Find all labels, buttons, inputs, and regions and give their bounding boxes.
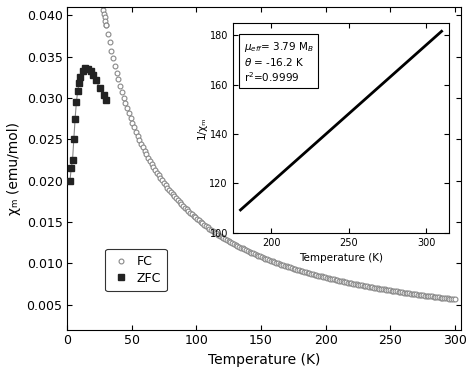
ZFC	[76, 81, 82, 85]
Y-axis label: χₘ (emu/mol): χₘ (emu/mol)	[7, 122, 21, 215]
ZFC	[68, 166, 74, 171]
ZFC	[91, 73, 96, 77]
Legend: FC, ZFC: FC, ZFC	[105, 249, 167, 291]
ZFC	[97, 86, 102, 90]
ZFC	[80, 69, 86, 74]
ZFC	[88, 69, 93, 74]
FC	[154, 170, 160, 175]
FC	[294, 267, 300, 272]
FC	[364, 284, 370, 289]
ZFC	[67, 178, 73, 183]
Line: ZFC: ZFC	[67, 65, 109, 184]
ZFC	[100, 93, 106, 98]
ZFC	[85, 67, 91, 71]
ZFC	[72, 116, 78, 121]
FC	[270, 259, 275, 264]
FC	[292, 267, 298, 272]
ZFC	[77, 75, 83, 80]
FC	[452, 297, 457, 301]
X-axis label: Temperature (K): Temperature (K)	[208, 353, 320, 367]
ZFC	[75, 89, 81, 94]
ZFC	[70, 158, 75, 162]
ZFC	[82, 66, 88, 70]
ZFC	[93, 77, 99, 82]
ZFC	[73, 100, 79, 104]
Line: FC: FC	[67, 0, 457, 302]
ZFC	[71, 137, 77, 142]
ZFC	[103, 98, 109, 103]
